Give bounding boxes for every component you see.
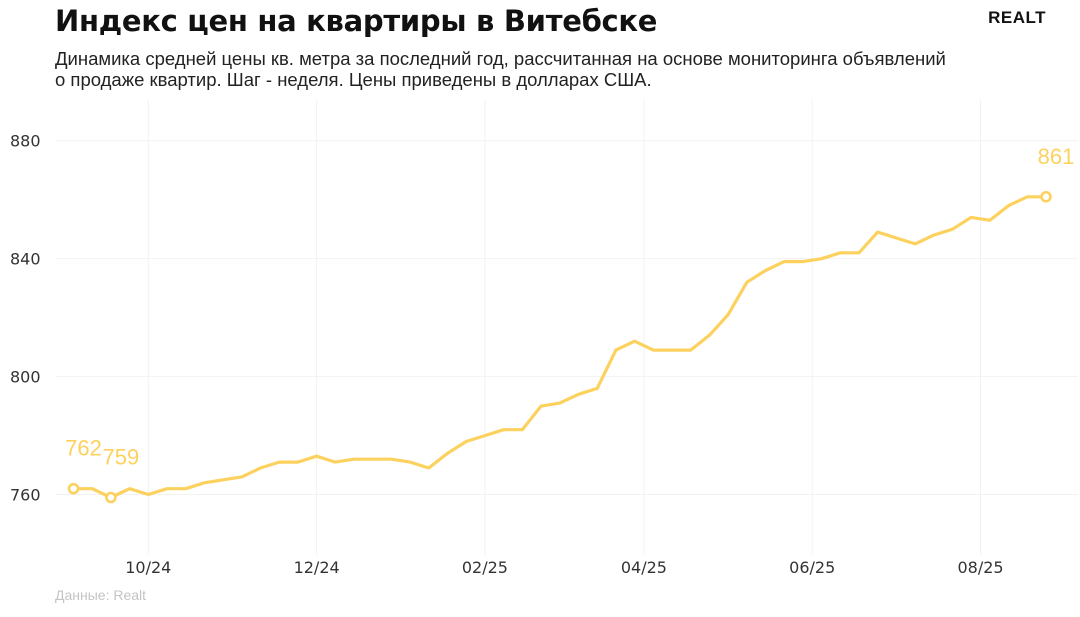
series-line [71,195,1048,500]
data-label: 861 [1038,144,1075,169]
series-layer [71,195,1048,500]
grid [55,100,1078,555]
point-marker [105,491,117,504]
data-source: Данные: Realt [55,587,147,603]
data-label: 759 [103,444,140,469]
axes: 760 800 840 880 10/24 12/24 02/25 04/25 06/25 08/… [10,132,1004,577]
x-tick-label: 06/25 [789,558,835,577]
x-tick-label: 04/25 [621,558,667,577]
y-tick-label: 760 [10,486,41,505]
y-tick-label: 880 [10,132,41,151]
markers: 762 759 861 [65,144,1075,504]
realt-logo[interactable]: REALT [988,8,1046,27]
point-marker [1040,190,1052,203]
chart-title: Индекс цен на квартиры в Витебске [55,4,658,38]
chart-subtitle: Динамика средней цены кв. метра за после… [55,48,946,90]
data-label: 762 [65,436,102,461]
x-tick-label: 08/25 [957,558,1003,577]
x-tick-label: 12/24 [294,558,340,577]
y-tick-label: 800 [10,368,41,387]
x-tick-label: 02/25 [462,558,508,577]
y-tick-label: 840 [10,250,41,269]
point-marker [67,482,80,495]
x-tick-label: 10/24 [125,558,171,577]
